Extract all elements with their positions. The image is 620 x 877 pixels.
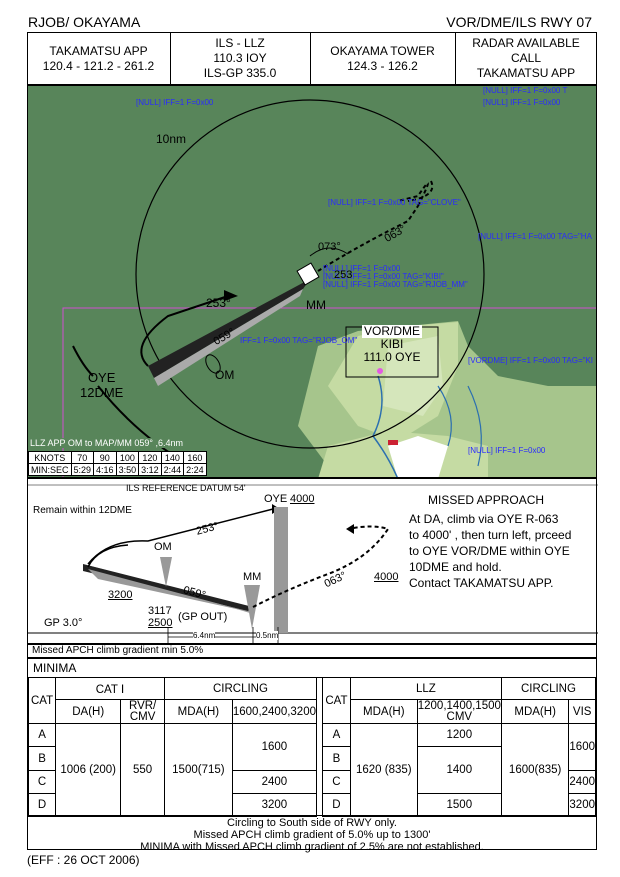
map-label: [NULL] IFF=1 F=0x00: [483, 98, 561, 107]
minima-right-table: CAT LLZ CIRCLING MDA(H) 1200,1400,1500 CM…: [322, 676, 597, 818]
airport-id: RJOB/ OKAYAMA: [28, 14, 141, 30]
freq-ils: ILS - LLZ 110.3 IOY ILS-GP 335.0: [203, 36, 277, 80]
alt-4000-top: 4000: [290, 493, 315, 505]
map-label: [VORDME] IFF=1 F=0x00 TAG="KI: [468, 356, 594, 365]
frequency-box: [27, 32, 597, 85]
map-label: [NULL] IFF=1 F=0x00 T: [483, 86, 568, 95]
om-label: OM: [215, 368, 235, 382]
effective-date: (EFF : 26 OCT 2006): [27, 853, 140, 867]
plan-view: [NULL] IFF=1 F=0x00 [NULL] IFF=1 F=0x00 …: [27, 85, 597, 478]
datum-label: ILS REFERENCE DATUM 54': [126, 483, 246, 493]
map-label: [NULL] IFF=1 F=0x00 TAG="RJOB_MM": [323, 280, 468, 289]
map-label: [NULL] IFF=1 F=0x00 TAG="CLOVE": [328, 198, 461, 207]
mm-profile-label: MM: [243, 571, 262, 583]
heading-073: 073°: [318, 241, 341, 253]
oye-12dme-label: OYE 12DME: [80, 370, 124, 400]
freq-okayama-tower: OKAYAMA TOWER 124.3 - 126.2: [330, 43, 435, 73]
alt-4000: 4000: [374, 571, 399, 583]
map-label: [NULL] IFF=1 F=0x00: [136, 98, 214, 107]
gradient-row: Missed APCH climb gradient min 5.0%: [27, 644, 597, 658]
range-label: 10nm: [156, 132, 187, 146]
missed-approach-text: At DA, climb via OYE R-063 to 4000' , th…: [409, 512, 572, 590]
minima-title: MINIMA: [33, 661, 77, 675]
alt-2500: 2500: [148, 617, 173, 629]
gp-angle: GP 3.0°: [44, 617, 83, 629]
alt-3117: 3117: [148, 605, 172, 617]
freq-takamatsu-app: TAKAMATSU APP 120.4 - 121.2 - 261.2: [42, 43, 155, 73]
profile-view: ILS REFERENCE DATUM 54' Remain within 12…: [27, 478, 598, 645]
minima-box: MINIMA CAT CAT Ⅰ CIRCLING DA(H) RVR/CMV …: [27, 658, 597, 853]
oye-profile-label: OYE: [264, 493, 288, 505]
mm-label: MM: [306, 298, 326, 312]
om-profile-label: OM: [154, 541, 172, 553]
map-label: [NULL] IFF=1 F=0x00 TAG="KIBI": [323, 272, 444, 281]
freq-radar: RADAR AVAILABLE CALL TAKAMATSU APP: [472, 36, 580, 80]
procedure-title: VOR/DME/ILS RWY 07: [446, 14, 592, 30]
remain-label: Remain within 12DME: [33, 505, 132, 516]
gp-out-label: (GP OUT): [178, 611, 228, 623]
profile-graphic: [28, 484, 598, 645]
map-label: [NULL] IFF=1 F=0x00: [468, 446, 546, 455]
minima-notes: Circling to South side of RWY only. Miss…: [140, 817, 484, 853]
heading-253-small: 253: [334, 269, 353, 281]
plan-map: [62, 99, 596, 477]
speed-table: KNOTS 70 90 100 120 140 160 MIN:SEC 5:29 4:16 3:5…: [28, 451, 207, 476]
missed-approach-title: MISSED APPROACH: [428, 493, 545, 507]
map-label: [NULL] IFF=1 F=0x00 TAG="HA: [478, 232, 592, 241]
alt-3200: 3200: [108, 589, 133, 601]
vor-dme-box: VOR/DME KIBI 111.0 OYE: [361, 324, 422, 364]
map-label: [NULL] IFF=1 F=0x00: [323, 264, 401, 273]
distance-64: 6.4nm: [193, 631, 216, 640]
heading-253: 253°: [206, 296, 231, 310]
minima-left-table: CAT CAT Ⅰ CIRCLING DA(H) RVR/CMV MDA(H) …: [27, 676, 318, 818]
map-label: IFF=1 F=0x00 TAG="RJOB_OM": [240, 336, 358, 345]
distance-05: 0.5nm: [256, 631, 279, 640]
speed-table-title: LLZ APP OM to MAP/MM 059° ,6.4nm: [28, 438, 185, 448]
gradient-text: Missed APCH climb gradient min 5.0%: [32, 645, 204, 656]
